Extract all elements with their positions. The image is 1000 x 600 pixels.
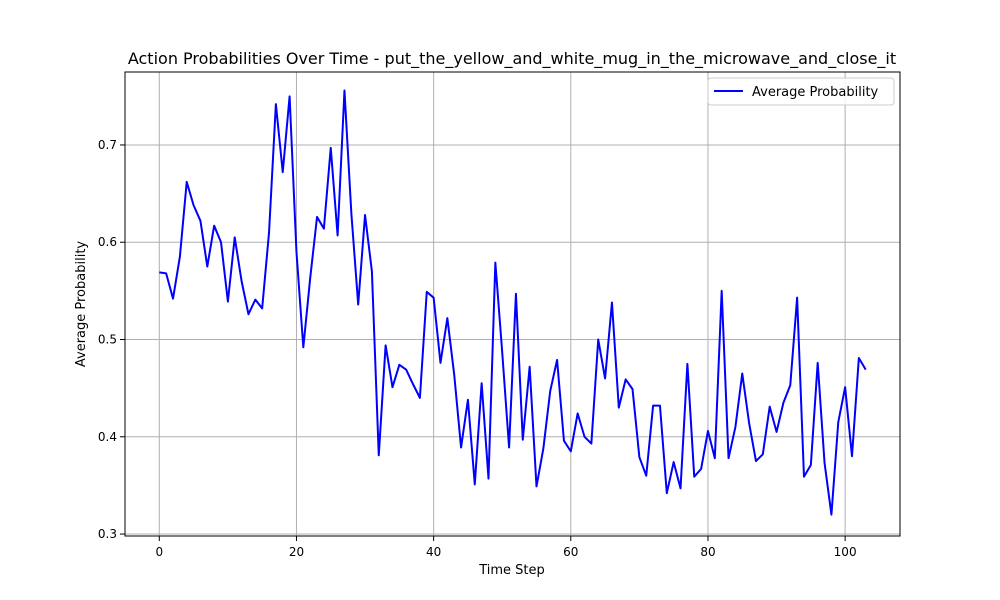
y-tick-label: 0.3 xyxy=(98,527,117,541)
x-tick-label: 80 xyxy=(700,545,715,559)
legend-label: Average Probability xyxy=(752,85,879,100)
plot-frame xyxy=(124,71,901,537)
y-tick-label: 0.4 xyxy=(98,430,117,444)
x-tick-label: 40 xyxy=(426,545,441,559)
series-layer xyxy=(159,89,867,516)
y-axis-label: Average Probability xyxy=(74,241,89,368)
legend-box xyxy=(707,77,895,106)
y-tick-label: 0.5 xyxy=(98,333,117,347)
legend: Average Probability xyxy=(707,77,895,106)
y-tick-label: 0.6 xyxy=(98,235,117,249)
y-tick-label: 0.7 xyxy=(98,138,117,152)
x-tick-label: 0 xyxy=(155,545,163,559)
series-line-average-probability xyxy=(159,89,867,516)
x-tick-label: 20 xyxy=(289,545,304,559)
x-tick-label: 60 xyxy=(563,545,578,559)
x-tick-label: 100 xyxy=(834,545,857,559)
axis-ticks: 0 20 40 60 80 100 0.3 0.4 0.5 0.6 0.7 xyxy=(98,138,857,559)
x-axis-label: Time Step xyxy=(478,563,545,578)
chart-title: Action Probabilities Over Time - put_the… xyxy=(128,49,896,69)
